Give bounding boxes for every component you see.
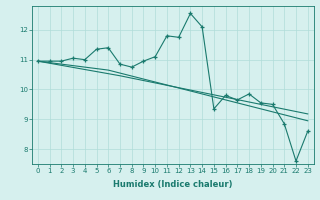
X-axis label: Humidex (Indice chaleur): Humidex (Indice chaleur): [113, 180, 233, 189]
